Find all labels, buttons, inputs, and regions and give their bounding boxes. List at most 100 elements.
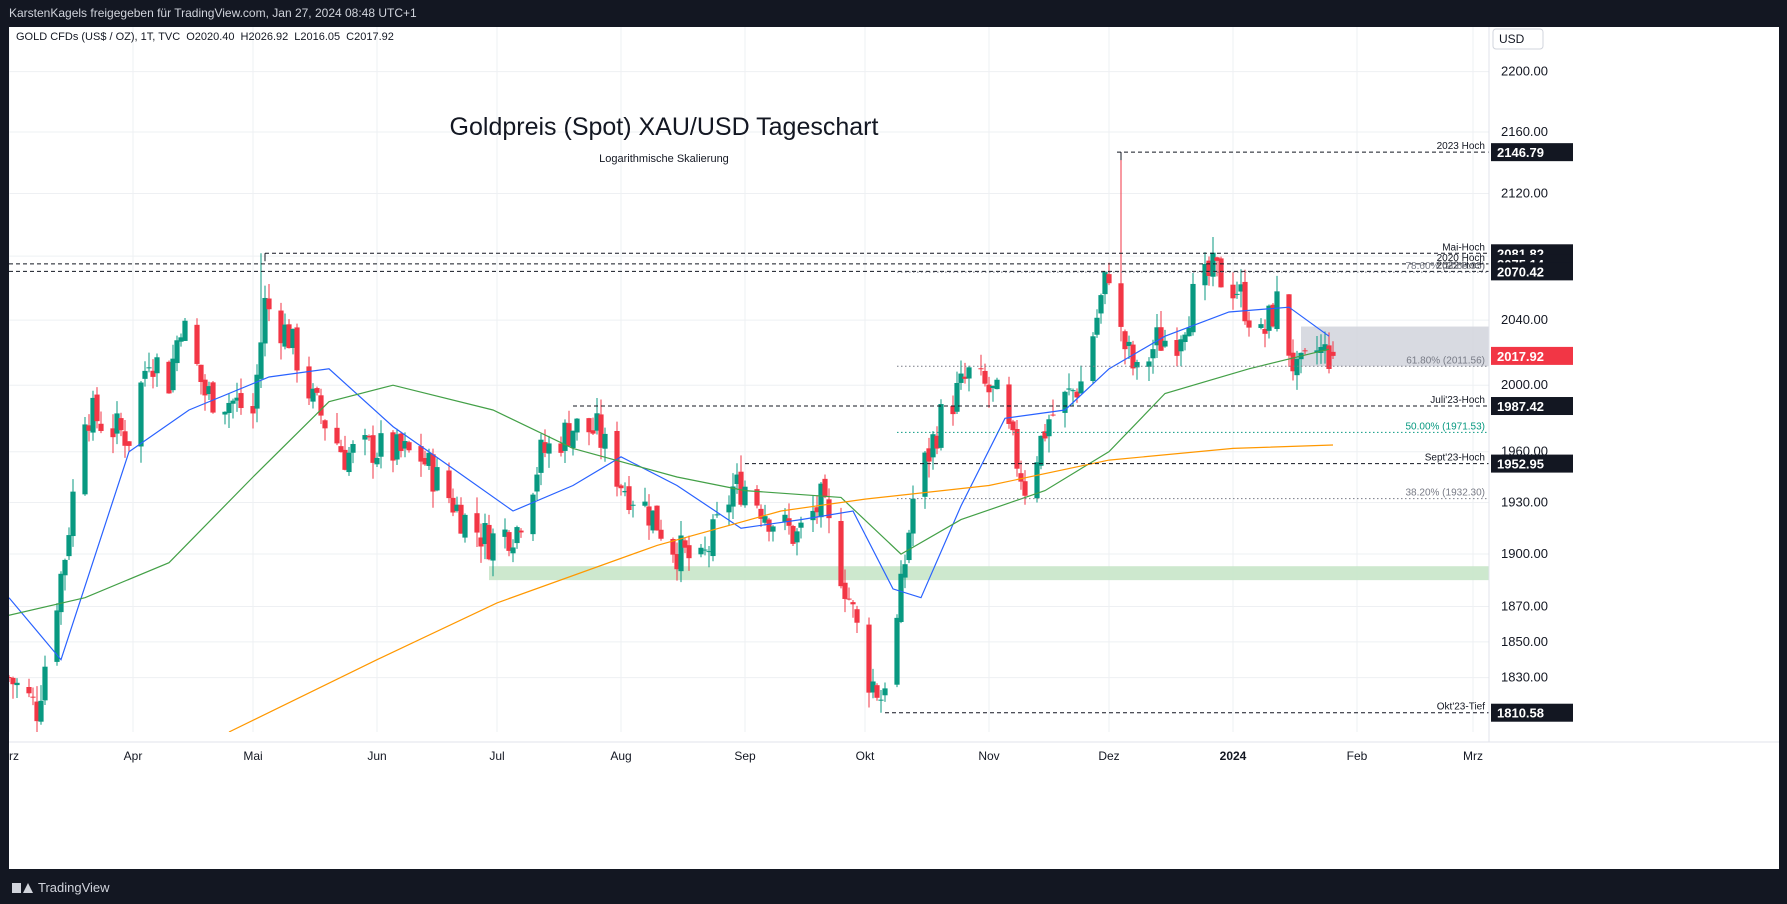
candle-body <box>630 504 636 506</box>
candle-body <box>986 384 992 393</box>
candle-body <box>342 449 348 470</box>
candle-body <box>906 532 912 561</box>
candle-body <box>1174 339 1180 356</box>
candle-body <box>122 431 128 446</box>
candle-body <box>1130 344 1136 369</box>
candle-body <box>586 418 592 433</box>
candle-body <box>146 367 152 369</box>
candle-body <box>366 435 372 438</box>
candle-body <box>786 518 792 526</box>
last-price-label: 2017.92 <box>1497 349 1544 364</box>
candle-body <box>910 498 916 534</box>
candle-body <box>390 432 396 461</box>
level-label: 2022 Hoch <box>1437 260 1485 271</box>
candle-body <box>1190 283 1196 333</box>
candle-body <box>394 434 400 460</box>
price-tick-label: 2160.00 <box>1501 124 1548 139</box>
candle-body <box>1022 481 1028 496</box>
candle-body <box>306 366 312 399</box>
candle-body <box>1266 305 1272 331</box>
time-axis: Mrz Apr Mai Jun Jul Aug Sep Okt Nov Dez 2024 Feb Mrz <box>9 741 1779 763</box>
candle-body <box>642 501 648 506</box>
candle-body <box>378 433 384 457</box>
candle-body <box>222 411 228 415</box>
chart-frame[interactable]: 2023 Hoch Mai-Hoch 2020 Hoch 2022 Hoch 78.60… <box>9 27 1779 869</box>
candle-body <box>698 547 704 555</box>
candle-body <box>258 342 264 379</box>
candle-body <box>430 454 436 492</box>
candle-body <box>702 549 708 551</box>
ma20-line <box>9 306 1330 661</box>
level-axis-label: 1810.58 <box>1497 706 1544 721</box>
candle-body <box>462 514 468 538</box>
candle-body <box>446 470 452 499</box>
candle-body <box>38 700 44 722</box>
candle-body <box>150 370 156 377</box>
candle-body <box>1234 293 1240 295</box>
candle-body <box>478 537 484 547</box>
candle-body <box>402 441 408 449</box>
candle-body <box>254 374 260 409</box>
candle-body <box>674 554 680 570</box>
candle-body <box>1098 295 1104 314</box>
candle-body <box>350 444 356 453</box>
candle-body <box>318 395 324 416</box>
candle-body <box>1230 284 1236 299</box>
candle-body <box>770 526 776 532</box>
candle-body <box>86 425 92 431</box>
candle-body <box>282 324 288 347</box>
candle-body <box>490 533 496 561</box>
candle-body <box>874 685 880 698</box>
candle-body <box>126 441 132 446</box>
candle-body <box>1262 328 1268 334</box>
symbol-bar-part: C2017.92 <box>346 31 394 43</box>
symbol-bar: GOLD CFDs (US$ / OZ), 1T, TVC O2020.40 H20… <box>16 31 394 43</box>
candle-body <box>870 681 876 693</box>
candle-body <box>458 504 464 534</box>
candle-body <box>1106 274 1112 284</box>
candle-body <box>646 506 652 526</box>
candle-body <box>1178 339 1184 352</box>
candle-body <box>1202 263 1208 286</box>
month-tick-label: Aug <box>610 749 631 763</box>
candle-body <box>226 402 232 414</box>
candle-body <box>562 422 568 451</box>
level-label: 38.20% (1932.30) <box>1405 488 1485 499</box>
candle-body <box>538 439 544 473</box>
symbol-bar-part: GOLD CFDs (US$ / OZ), 1T, TVC <box>16 31 180 43</box>
candle-body <box>534 474 540 492</box>
level-label: Okt'23-Tief <box>1437 702 1485 713</box>
candle-body <box>10 677 16 685</box>
candle-body <box>1018 473 1024 482</box>
candle-body <box>1034 462 1040 499</box>
candle-body <box>82 424 88 495</box>
level-axis-label: 2070.42 <box>1497 264 1544 279</box>
level-axis-label: 1987.42 <box>1497 399 1544 414</box>
month-tick-label: Jun <box>367 749 386 763</box>
level-label: Juli'23-Hoch <box>1430 395 1485 406</box>
candle-body <box>278 310 284 344</box>
candle-body <box>210 382 216 413</box>
candle-body <box>1122 331 1128 350</box>
candle-body <box>510 547 516 554</box>
candle-body <box>294 327 300 371</box>
candle-body <box>530 494 536 535</box>
candle-body <box>958 373 964 383</box>
candle-body <box>950 406 956 415</box>
support-zone <box>489 566 1489 581</box>
candle-body <box>1102 271 1108 295</box>
candle-body <box>934 435 940 449</box>
candle-body <box>370 435 376 463</box>
candle-body <box>518 530 524 533</box>
last-price-badge <box>1491 346 1573 365</box>
candle-body <box>1042 431 1048 439</box>
ma200-line <box>228 444 1334 732</box>
candle-body <box>1290 352 1296 372</box>
candle-body <box>234 397 240 401</box>
candle-body <box>878 699 884 701</box>
level-label: 2020 Hoch <box>1437 253 1485 264</box>
tradingview-brand[interactable]: TradingView <box>12 872 110 904</box>
candle-body <box>658 529 664 539</box>
